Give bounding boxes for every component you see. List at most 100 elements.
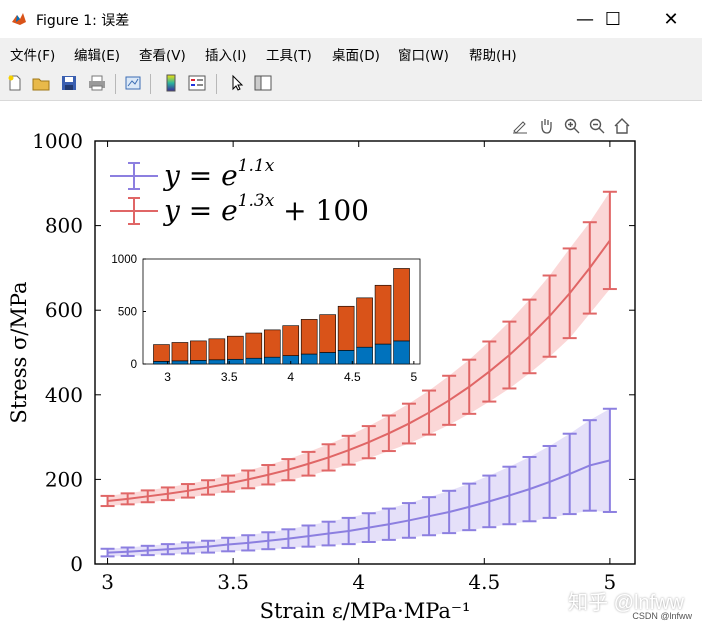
error-bar: [462, 482, 477, 532]
close-icon: ✕: [663, 8, 679, 30]
bar-segment: [337, 350, 355, 365]
x-tick-label: 3: [101, 570, 114, 594]
bar-segment: [300, 353, 318, 365]
error-bar: [602, 407, 617, 513]
bar-segment: [300, 319, 318, 355]
bar-segment: [337, 305, 355, 351]
error-bar: [422, 496, 437, 537]
y-tick-label: 0: [70, 552, 83, 576]
bar-segment: [227, 335, 244, 360]
bar-segment: [227, 358, 244, 365]
zoom-in-icon[interactable]: [562, 116, 582, 136]
save-icon[interactable]: [58, 72, 80, 94]
bar-segment: [245, 332, 263, 359]
bar-segment: [356, 346, 373, 365]
error-bar: [201, 479, 216, 496]
bar-segment: [356, 297, 373, 348]
error-bar: [602, 190, 617, 291]
close-button[interactable]: ✕: [648, 0, 694, 38]
new-file-icon[interactable]: [4, 72, 26, 94]
bar-segment: [208, 338, 226, 361]
maximize-button[interactable]: ☐: [590, 0, 636, 38]
error-bar: [261, 464, 276, 486]
menu-file[interactable]: 文件(F): [10, 48, 56, 64]
inset-x-tick-label: 3.5: [221, 370, 238, 384]
legend-entry: y = e1.1x: [110, 156, 275, 192]
bar-segment: [245, 357, 263, 365]
error-bar: [482, 474, 497, 529]
error-bar: [401, 502, 416, 539]
error-bar: [562, 432, 577, 516]
menu-tools[interactable]: 工具(T): [266, 48, 312, 64]
error-bar: [582, 419, 597, 512]
error-bar: [542, 274, 557, 358]
error-bar: [301, 450, 316, 477]
bar-segment: [190, 360, 207, 365]
menu-help[interactable]: 帮助(H): [469, 48, 517, 64]
y-tick-label: 400: [45, 383, 83, 407]
x-axis-label: Strain ε/MPa·MPa⁻¹: [260, 599, 471, 623]
error-bar: [562, 247, 577, 340]
error-bar: [221, 474, 236, 493]
bar-segment: [282, 325, 300, 356]
error-bar: [281, 458, 296, 482]
error-bar: [442, 374, 457, 426]
error-bar: [120, 492, 135, 506]
y-tick-label: 1000: [32, 129, 83, 153]
bar-segment: [319, 352, 336, 365]
series-line: [107, 459, 611, 554]
legend-label: y = e1.3x + 100: [162, 191, 369, 227]
figure-toolbar: [0, 68, 702, 101]
menu-window[interactable]: 窗口(W): [398, 48, 449, 64]
error-bar: [281, 528, 296, 549]
error-bar: [522, 455, 537, 523]
brush-icon[interactable]: [510, 116, 530, 136]
error-bar: [341, 516, 356, 546]
bar-segment: [153, 361, 170, 365]
legend-label: y = e1.1x: [162, 156, 275, 192]
x-tick-label: 3.5: [217, 570, 249, 594]
menu-view[interactable]: 查看(V): [139, 48, 186, 64]
watermark-small: CSDN @lnfww: [632, 611, 692, 621]
menu-insert[interactable]: 插入(I): [205, 48, 247, 64]
menu-desktop[interactable]: 桌面(D): [332, 48, 380, 64]
watermark: 知乎 @lnfww: [568, 592, 684, 614]
window-title: Figure 1: 误差: [36, 13, 130, 29]
error-bar: [522, 298, 537, 375]
link-plot-icon[interactable]: [122, 72, 144, 94]
open-folder-icon[interactable]: [30, 72, 52, 94]
error-bar: [422, 389, 437, 436]
y-axis-label: Stress σ/MPa: [7, 281, 31, 423]
bar-segment: [393, 268, 410, 342]
colorbar-icon[interactable]: [160, 72, 182, 94]
bar-segment: [319, 314, 336, 353]
inset-x-tick-label: 4.5: [344, 370, 361, 384]
error-bar: [140, 544, 155, 557]
property-editor-icon[interactable]: [252, 72, 274, 94]
x-tick-label: 5: [604, 570, 617, 594]
bar-segment: [393, 340, 410, 365]
inset-frame: [142, 258, 421, 365]
series-line: [107, 239, 611, 502]
bar-segment: [171, 342, 189, 362]
bar-segment: [208, 359, 226, 365]
bar-segment: [190, 340, 207, 361]
pointer-icon[interactable]: [226, 72, 248, 94]
bar-segment: [153, 344, 170, 362]
axes-frame: [94, 140, 636, 565]
bar-segment: [171, 360, 189, 365]
inset-y-tick-label: 500: [118, 307, 137, 319]
error-bar: [160, 486, 175, 502]
legend-icon[interactable]: [186, 72, 208, 94]
zoom-out-icon[interactable]: [587, 116, 607, 136]
error-bar: [502, 320, 517, 390]
error-bar: [502, 465, 517, 526]
home-icon[interactable]: [612, 116, 632, 136]
error-bar: [140, 489, 155, 504]
pan-icon[interactable]: [536, 116, 556, 136]
menu-edit[interactable]: 编辑(E): [74, 48, 121, 64]
error-bar: [341, 434, 356, 466]
bar-segment: [374, 343, 392, 365]
minimize-button[interactable]: —: [562, 0, 608, 38]
print-icon[interactable]: [86, 72, 108, 94]
